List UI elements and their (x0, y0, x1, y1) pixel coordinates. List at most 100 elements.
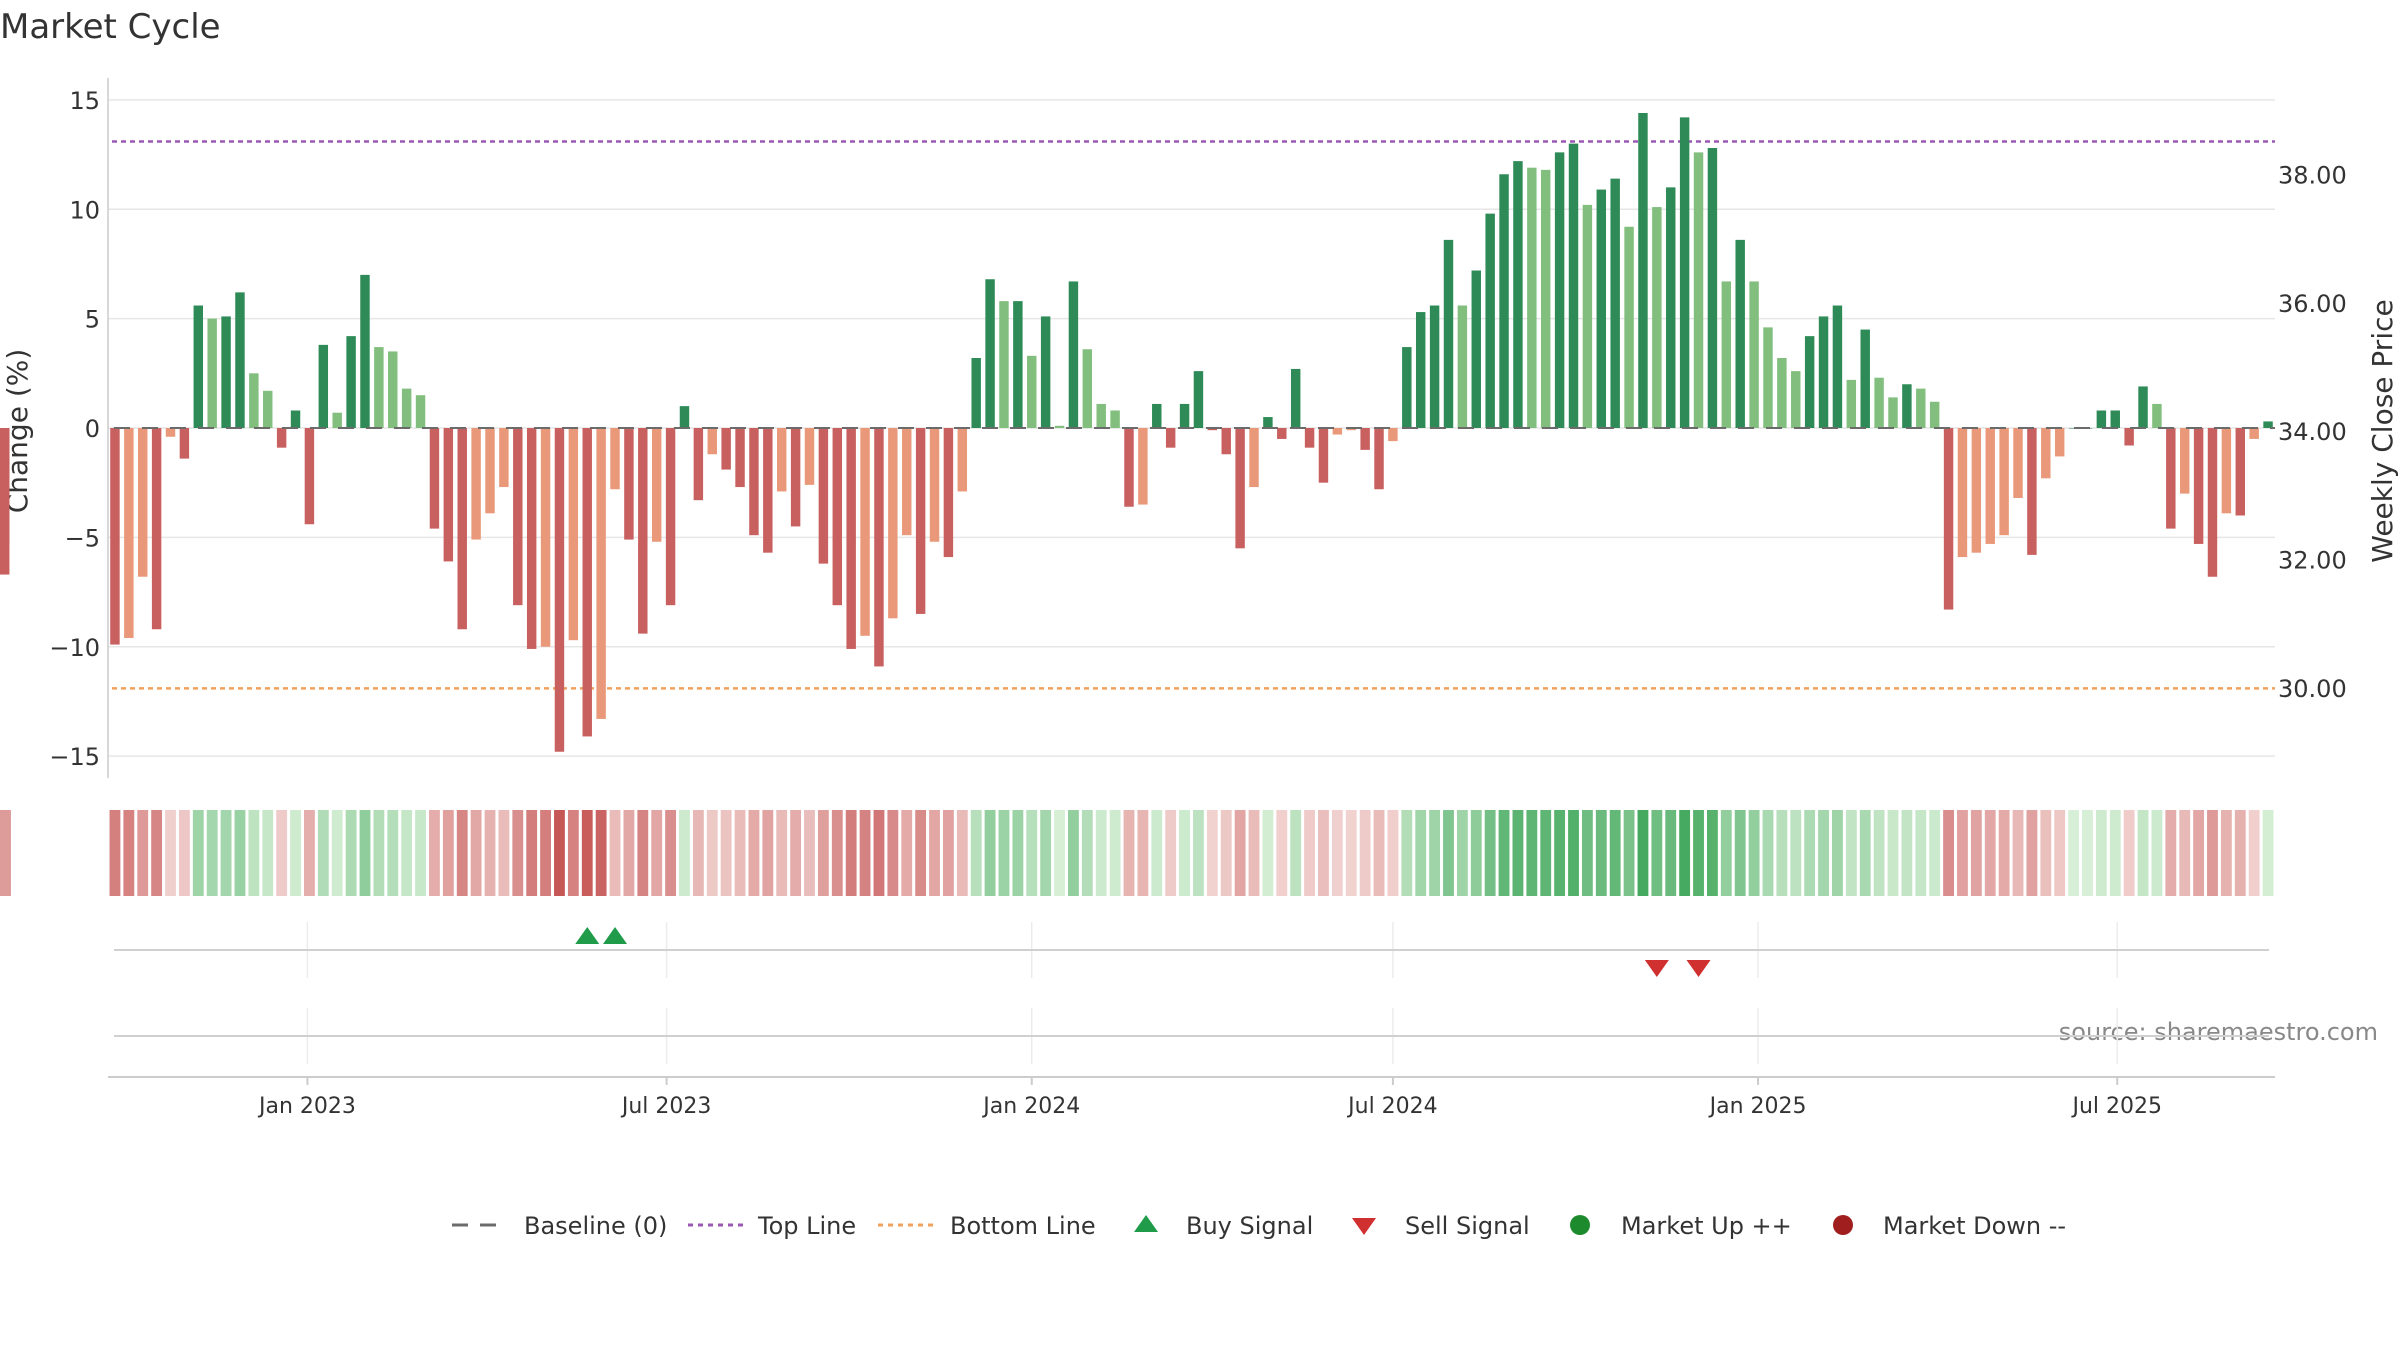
heat-strip-cell (1915, 810, 1927, 896)
bar (790, 428, 801, 527)
bar (1540, 169, 1551, 428)
bar (1027, 355, 1037, 428)
heat-strip-cell (762, 810, 774, 896)
bar (1221, 428, 1231, 455)
bar (902, 428, 912, 536)
bar (179, 428, 190, 459)
bar (1943, 428, 1954, 610)
bar (207, 318, 217, 428)
bar (1749, 281, 1759, 428)
heat-strip-cell (109, 810, 121, 896)
bar (1443, 239, 1454, 428)
bar (2207, 428, 2218, 577)
bar (540, 428, 551, 647)
heat-strip-cell (165, 810, 176, 896)
heat-strip-cell (0, 810, 11, 896)
legend-market-up-icon (1570, 1215, 1590, 1235)
heat-strip-cell (331, 810, 343, 896)
legend-bottom-line-label: Bottom Line (950, 1212, 1096, 1240)
bar (1846, 379, 1857, 428)
bar (1971, 428, 1982, 553)
heat-strip-cell (1276, 810, 1288, 896)
heat-strip-cell (429, 810, 440, 896)
heat-strip-cell (1109, 810, 1121, 896)
bar (276, 428, 287, 448)
bar (1165, 428, 1176, 448)
heat-strip-cell (1443, 810, 1454, 896)
bar (2166, 428, 2176, 529)
sell-signal-marker (1644, 960, 1669, 977)
bar (1985, 428, 1995, 544)
heat-strip-cell (1484, 810, 1496, 896)
bar (804, 428, 815, 485)
heat-strip-cell (1318, 810, 1329, 896)
bar (165, 428, 176, 437)
bar (374, 347, 384, 428)
bar (138, 428, 148, 577)
bar (943, 428, 954, 558)
heat-strip-cell (2165, 810, 2177, 896)
bar (2263, 421, 2273, 428)
bar (2068, 428, 2079, 429)
bar (221, 316, 231, 428)
bar (1916, 388, 1926, 428)
bar (1666, 187, 1676, 428)
heat-strip-cell (1609, 810, 1621, 896)
y-tick-label: −15 (49, 743, 100, 771)
heat-strip-cell (1998, 810, 2010, 896)
bar (1874, 377, 1884, 428)
heat-strip-cell (2095, 810, 2107, 896)
heat-strip-cell (456, 810, 468, 896)
bar (776, 428, 787, 492)
bar (1110, 410, 1120, 428)
y2-axis-label: Weekly Close Price (2366, 299, 2399, 562)
heat-strip-cell (262, 810, 274, 896)
bar (763, 428, 773, 553)
bar (249, 373, 259, 428)
y2-tick-label: 36.00 (2278, 290, 2347, 318)
bar (526, 428, 537, 649)
bar (735, 428, 745, 488)
heat-strip-cell (1693, 810, 1704, 896)
heat-strip-cell (1234, 810, 1246, 896)
bar (304, 428, 315, 525)
heat-strip-cell (2248, 810, 2260, 896)
heat-strip-cell (1554, 810, 1566, 896)
y2-tick-label: 32.00 (2278, 547, 2347, 575)
bar (1804, 336, 1815, 428)
bar (1054, 425, 1065, 428)
heat-strip-cell (1581, 810, 1593, 896)
heat-strip-cell (2262, 810, 2274, 896)
heat-strip-cell (2220, 810, 2232, 896)
bar (1360, 428, 1370, 450)
heat-strip-cell (595, 810, 607, 896)
y-tick-label: 15 (69, 87, 100, 115)
heat-strip-cell (2137, 810, 2149, 896)
bar (2138, 386, 2148, 428)
bar (1402, 347, 1412, 428)
bar (2179, 428, 2190, 494)
heat-strip-cell (901, 810, 913, 896)
bar (415, 395, 426, 428)
x-tick-label: Jul 2023 (620, 1094, 712, 1119)
bar (693, 428, 704, 501)
bar (1374, 428, 1384, 490)
bar (499, 428, 509, 488)
bar (2152, 403, 2162, 428)
heat-strip-cell (1012, 810, 1024, 896)
legend: Baseline (0) Top Line Bottom Line Buy Si… (452, 1212, 2066, 1240)
heat-strip-cell (984, 810, 996, 896)
bar (1457, 305, 1468, 428)
bar (1596, 189, 1607, 428)
heat-strip-cell (1359, 810, 1371, 896)
heat-strip-cell (776, 810, 788, 896)
heat-strip-cell (1429, 810, 1441, 896)
bar (1791, 371, 1801, 428)
bar (971, 358, 981, 428)
buy-signal-marker (603, 927, 628, 944)
bar (1263, 417, 1273, 428)
bar (874, 428, 884, 667)
heat-strip-cell (720, 810, 732, 896)
bar (1957, 428, 1968, 558)
heat-strip-cell (234, 810, 246, 896)
